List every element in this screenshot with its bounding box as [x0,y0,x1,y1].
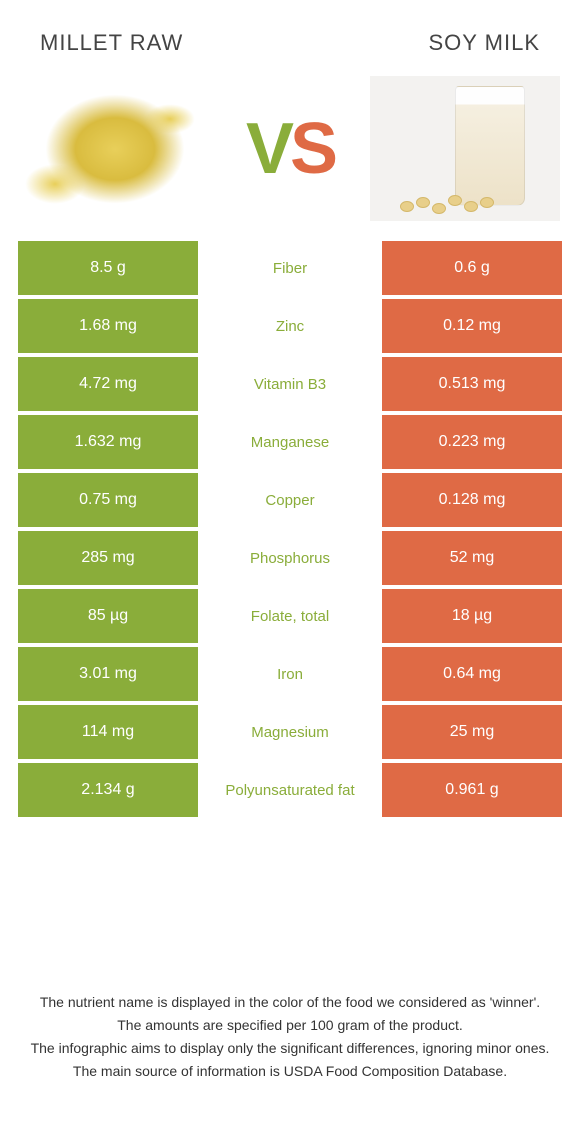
nutrient-label: Fiber [198,241,382,295]
left-value: 4.72 mg [18,357,198,411]
table-row: 4.72 mgVitamin B30.513 mg [18,357,562,411]
nutrient-label: Vitamin B3 [198,357,382,411]
vs-v: V [246,108,290,190]
right-value: 0.64 mg [382,647,562,701]
nutrient-table: 8.5 gFiber0.6 g1.68 mgZinc0.12 mg4.72 mg… [0,241,580,817]
left-value: 2.134 g [18,763,198,817]
nutrient-label: Polyunsaturated fat [198,763,382,817]
left-value: 85 µg [18,589,198,643]
table-row: 3.01 mgIron0.64 mg [18,647,562,701]
footer-notes: The nutrient name is displayed in the co… [0,992,580,1084]
nutrient-label: Zinc [198,299,382,353]
table-row: 285 mgPhosphorus52 mg [18,531,562,585]
left-value: 8.5 g [18,241,198,295]
nutrient-label: Copper [198,473,382,527]
right-value: 0.223 mg [382,415,562,469]
right-value: 0.513 mg [382,357,562,411]
left-value: 3.01 mg [18,647,198,701]
footer-line-3: The infographic aims to display only the… [30,1038,550,1059]
right-value: 0.128 mg [382,473,562,527]
nutrient-label: Folate, total [198,589,382,643]
nutrient-label: Iron [198,647,382,701]
left-value: 114 mg [18,705,198,759]
nutrient-label: Manganese [198,415,382,469]
table-row: 8.5 gFiber0.6 g [18,241,562,295]
table-row: 114 mgMagnesium25 mg [18,705,562,759]
right-value: 18 µg [382,589,562,643]
millet-image [20,76,210,221]
left-value: 285 mg [18,531,198,585]
right-value: 0.6 g [382,241,562,295]
left-title: Millet raw [40,30,183,56]
nutrient-label: Magnesium [198,705,382,759]
footer-line-1: The nutrient name is displayed in the co… [30,992,550,1013]
vs-label: VS [246,108,334,190]
footer-line-2: The amounts are specified per 100 gram o… [30,1015,550,1036]
right-value: 52 mg [382,531,562,585]
titles-row: Millet raw Soy milk [0,0,580,66]
table-row: 0.75 mgCopper0.128 mg [18,473,562,527]
soymilk-image [370,76,560,221]
right-value: 25 mg [382,705,562,759]
table-row: 1.68 mgZinc0.12 mg [18,299,562,353]
table-row: 85 µgFolate, total18 µg [18,589,562,643]
right-value: 0.961 g [382,763,562,817]
footer-line-4: The main source of information is USDA F… [30,1061,550,1082]
table-row: 2.134 gPolyunsaturated fat0.961 g [18,763,562,817]
left-value: 0.75 mg [18,473,198,527]
left-value: 1.68 mg [18,299,198,353]
nutrient-label: Phosphorus [198,531,382,585]
right-title: Soy milk [428,30,540,56]
images-row: VS [0,66,580,241]
right-value: 0.12 mg [382,299,562,353]
vs-s: S [290,108,334,190]
table-row: 1.632 mgManganese0.223 mg [18,415,562,469]
left-value: 1.632 mg [18,415,198,469]
